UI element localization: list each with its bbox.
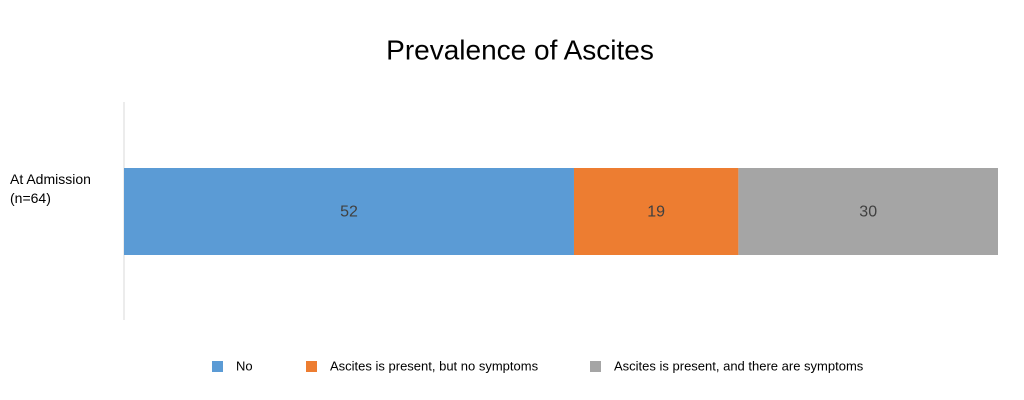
bar-segment: [124, 168, 574, 255]
legend-label: Ascites is present, and there are sympto…: [614, 358, 864, 373]
data-label: 19: [647, 204, 665, 221]
legend-swatch: [306, 361, 317, 372]
bar-segment: [738, 168, 998, 255]
data-label: 52: [340, 204, 358, 221]
legend-label: Ascites is present, but no symptoms: [330, 358, 539, 373]
legend-swatch: [212, 361, 223, 372]
chart-title: Prevalence of Ascites: [386, 34, 654, 65]
data-label: 30: [859, 204, 877, 221]
bar-segment: [573, 168, 739, 255]
legend-label: No: [236, 358, 253, 373]
legend-swatch: [590, 361, 601, 372]
category-label: At Admission (n=64): [10, 171, 91, 206]
